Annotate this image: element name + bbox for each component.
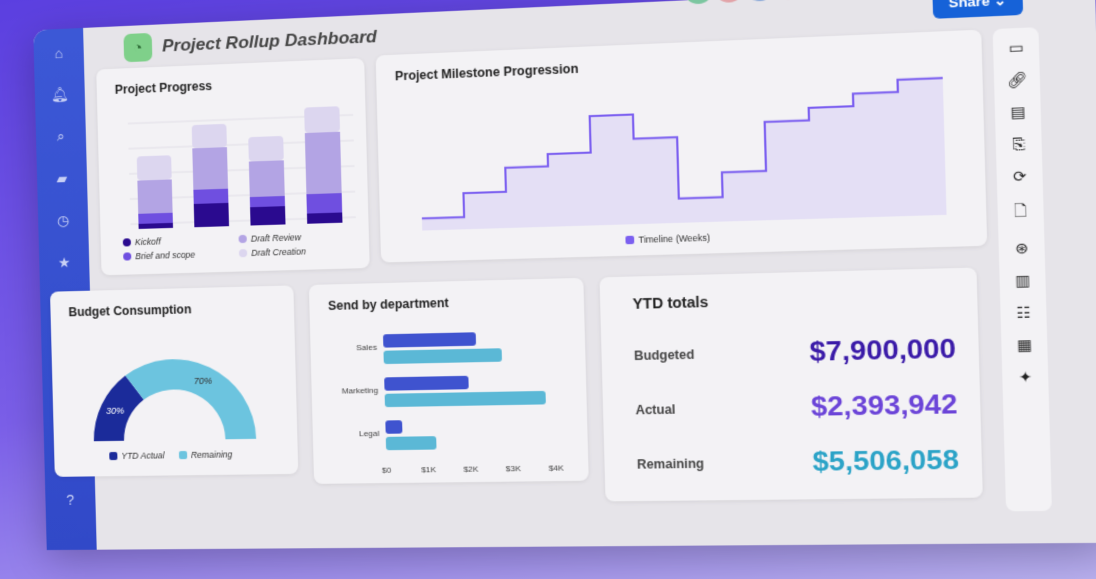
collaborator-avatars[interactable]: RD VD QA +6 — [683, 0, 932, 5]
milestone-card: Project Milestone Progression Timeline (… — [375, 29, 988, 263]
bell-icon[interactable]: 🔔︎ — [50, 85, 69, 103]
card-title: Send by department — [327, 295, 450, 314]
category-label: Sales — [356, 343, 377, 353]
bar-segment — [250, 206, 286, 226]
project-progress-card: Project Progress Kickoff Draft Review Br… — [96, 58, 370, 276]
bar-segment — [136, 155, 172, 181]
budget-consumption-card: Budget Consumption 30% 70% YTD Actual Rem… — [50, 285, 299, 477]
milestone-area — [418, 77, 947, 231]
x-tick-label: $0 — [382, 466, 392, 475]
ytd-actual: Actual $2,393,942 — [635, 387, 958, 423]
bar-segment — [193, 188, 229, 204]
chevron-down-icon: ⌄ — [993, 0, 1007, 9]
app-window: ⌂ 🔔︎ ⌕ ▰ ◷ ★ ✤ + ⠿ ? ◔ Project Rollup Da… — [33, 0, 1096, 551]
avatar[interactable]: RD — [714, 0, 744, 4]
x-tick-label: $4K — [548, 463, 564, 473]
right-toolbar: ▭ 🔗︎ ▤ ⎘ ⟳ 🗋︎ ⊛ ▥ ☷ ▦ ✦ — [992, 27, 1052, 512]
legend-brief: Brief and scope — [123, 248, 235, 261]
dashboard-logo-icon: ◔ — [123, 32, 153, 63]
page-header: ◔ Project Rollup Dashboard — [123, 23, 377, 63]
x-tick-label: $2K — [463, 464, 479, 474]
bar-segment — [191, 123, 227, 149]
report-icon[interactable]: ▦ — [1016, 335, 1033, 354]
bar-segment — [304, 106, 341, 134]
people-list-icon[interactable]: ☷ — [1015, 303, 1031, 322]
bar-segment — [138, 222, 174, 229]
card-title: Budget Consumption — [68, 302, 192, 320]
legend-draft-review: Draft Review — [238, 231, 352, 245]
dept-bar — [385, 420, 403, 434]
export-icon[interactable]: ⎘ — [1012, 135, 1026, 153]
milestone-chart — [397, 65, 969, 231]
department-card: Send by department Sales Marketing Legal $0… — [308, 277, 589, 484]
help-icon[interactable]: ? — [66, 491, 75, 508]
legend-timeline: Timeline (Weeks) — [625, 232, 710, 245]
ytd-budgeted: Budgeted $7,900,000 — [633, 332, 957, 368]
dept-bar — [384, 375, 469, 391]
bar-segment — [248, 160, 285, 198]
bar-segment — [193, 202, 230, 228]
x-tick-label: $1K — [421, 465, 437, 474]
department-chart: Sales Marketing Legal $0 $1K $2K $3K $4K — [342, 332, 565, 475]
gauge-label: 30% — [106, 406, 124, 416]
book-icon[interactable]: ▥ — [1014, 271, 1031, 290]
legend-remaining: Remaining — [178, 449, 232, 460]
gauge-slice — [124, 357, 257, 441]
avatar[interactable] — [745, 0, 775, 2]
category-label: Legal — [359, 429, 380, 439]
gauge-slice — [92, 375, 145, 442]
page-title: Project Rollup Dashboard — [161, 26, 378, 56]
category-label: Marketing — [342, 386, 379, 396]
dept-bar — [383, 348, 502, 365]
wallet-icon[interactable]: ▤ — [1009, 102, 1026, 121]
x-tick-label: $3K — [506, 464, 522, 474]
dept-bar — [385, 436, 437, 451]
legend-kickoff: Kickoff — [122, 234, 235, 247]
card-title: Project Milestone Progression — [394, 61, 579, 84]
bar-segment — [306, 212, 343, 224]
share-button[interactable]: Share ⌄ — [932, 0, 1023, 19]
legend-ytd-actual: YTD Actual — [109, 450, 165, 461]
ytd-remaining: Remaining $5,506,058 — [636, 443, 960, 478]
search-icon[interactable]: ⌕ — [56, 127, 66, 145]
budget-gauge: 30% 70% — [92, 357, 257, 442]
bar-segment — [249, 195, 286, 208]
file-add-icon[interactable]: 🗋︎ — [1013, 201, 1028, 220]
bar-segment — [138, 212, 173, 224]
star-icon[interactable]: ★ — [57, 254, 71, 271]
card-title: YTD totals — [632, 293, 709, 313]
bar-segment — [248, 135, 284, 162]
ytd-totals-card: YTD totals Budgeted $7,900,000 Actual $2,3… — [599, 267, 983, 502]
folder-icon[interactable]: ▰ — [56, 170, 68, 187]
clock-icon[interactable]: ◷ — [56, 212, 70, 229]
bar-segment — [192, 147, 229, 190]
sparkle-icon[interactable]: ✦ — [1018, 368, 1033, 386]
legend-draft-creation: Draft Creation — [238, 245, 353, 258]
comment-icon[interactable]: ▭ — [1008, 38, 1024, 57]
avatar[interactable] — [683, 0, 713, 5]
activity-icon[interactable]: ⊛ — [1014, 239, 1029, 257]
home-icon[interactable]: ⌂ — [54, 44, 64, 62]
card-title: Project Progress — [114, 78, 213, 97]
share-label: Share — [948, 0, 990, 11]
bar-segment — [306, 193, 343, 214]
gauge-label: 70% — [194, 376, 213, 387]
dept-bar — [383, 332, 477, 348]
bar-segment — [304, 131, 342, 195]
project-progress-chart — [97, 106, 369, 229]
link-icon[interactable]: 🔗︎ — [1006, 70, 1028, 89]
bar-segment — [137, 179, 173, 214]
sync-icon[interactable]: ⟳ — [1012, 167, 1027, 185]
dept-bar — [384, 390, 546, 408]
